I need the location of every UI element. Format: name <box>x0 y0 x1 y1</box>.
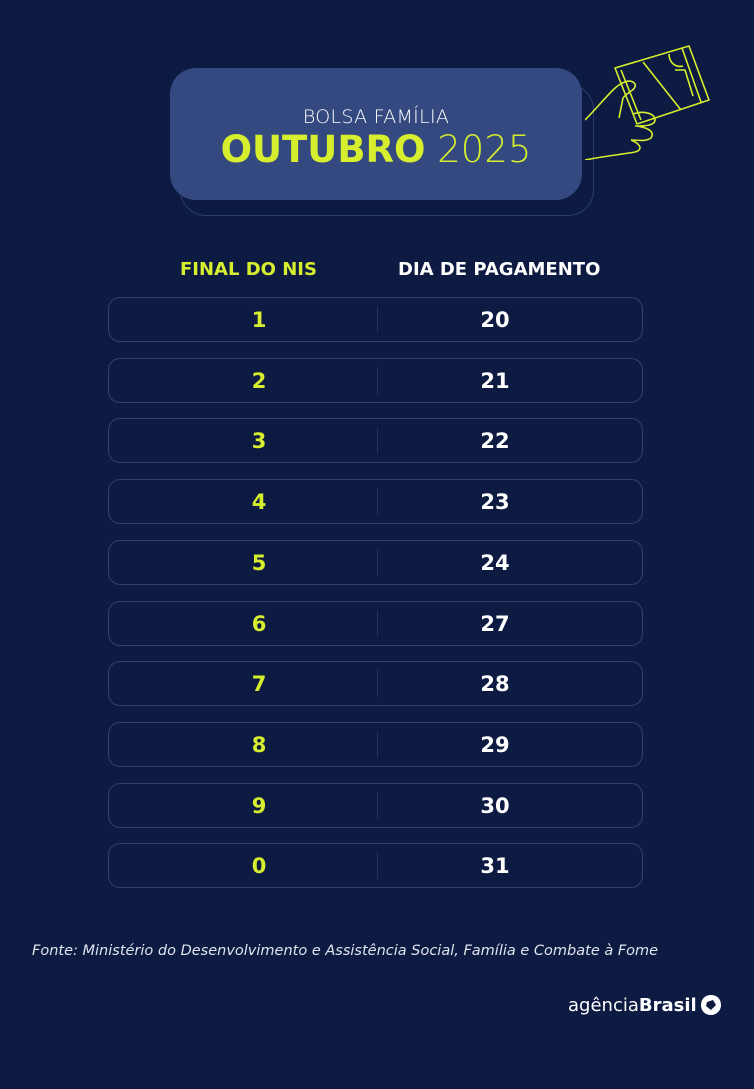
row-divider <box>377 609 378 637</box>
nis-final-digit: 8 <box>251 732 267 757</box>
table-row: 0 31 <box>108 843 643 889</box>
table-row: 7 28 <box>108 661 643 707</box>
source-note: Fonte: Ministério do Desenvolvimento e A… <box>32 943 659 959</box>
payment-day: 21 <box>480 368 510 393</box>
banner-title: OUTUBRO 2025 <box>170 128 582 171</box>
row-divider <box>377 488 378 516</box>
payment-day: 23 <box>480 490 510 515</box>
logo-text-bold: Brasil <box>638 994 697 1016</box>
row-divider <box>377 427 378 455</box>
payment-day: 28 <box>480 672 510 697</box>
payment-day: 20 <box>480 308 510 332</box>
row-divider <box>377 366 378 394</box>
table-row: 9 30 <box>108 782 643 828</box>
nis-final-digit: 3 <box>251 429 267 454</box>
row-divider <box>377 791 378 819</box>
table-row: 1 20 <box>108 297 643 342</box>
payment-day: 31 <box>480 854 510 879</box>
table-row: 3 22 <box>108 418 643 464</box>
logo-text-light: agência <box>568 994 639 1016</box>
payment-day: 24 <box>480 550 510 575</box>
column-header-nis: FINAL DO NIS <box>180 259 317 280</box>
row-divider <box>377 852 378 880</box>
nis-final-digit: 6 <box>251 611 267 636</box>
hand-holding-card-icon <box>585 45 710 160</box>
row-divider <box>377 730 378 758</box>
row-divider <box>377 548 378 576</box>
table-row: 6 27 <box>108 600 643 646</box>
banner-month: OUTUBRO <box>220 128 426 171</box>
agencia-brasil-logo-icon <box>700 995 721 1015</box>
nis-final-digit: 0 <box>251 854 267 879</box>
banner-year: 2025 <box>437 128 532 171</box>
payment-day: 22 <box>480 429 510 454</box>
agencia-brasil-logo: agência Brasil <box>568 993 723 1017</box>
nis-final-digit: 7 <box>251 672 267 697</box>
table-row: 8 29 <box>108 721 643 767</box>
table-row: 4 23 <box>108 479 643 525</box>
row-divider <box>377 306 378 333</box>
payment-day: 29 <box>480 732 510 757</box>
nis-final-digit: 9 <box>251 793 267 818</box>
row-divider <box>377 670 378 698</box>
column-header-payment-day: DIA DE PAGAMENTO <box>398 259 601 280</box>
title-banner: BOLSA FAMÍLIA OUTUBRO 2025 <box>170 68 582 200</box>
nis-final-digit: 4 <box>251 490 267 515</box>
payment-day: 30 <box>480 793 510 818</box>
nis-final-digit: 1 <box>251 308 267 332</box>
payment-day: 27 <box>480 611 510 636</box>
nis-final-digit: 2 <box>251 368 267 393</box>
nis-final-digit: 5 <box>251 550 267 575</box>
table-row: 2 21 <box>108 357 643 403</box>
table-row: 5 24 <box>108 539 643 585</box>
banner-subtitle: BOLSA FAMÍLIA <box>302 106 450 128</box>
